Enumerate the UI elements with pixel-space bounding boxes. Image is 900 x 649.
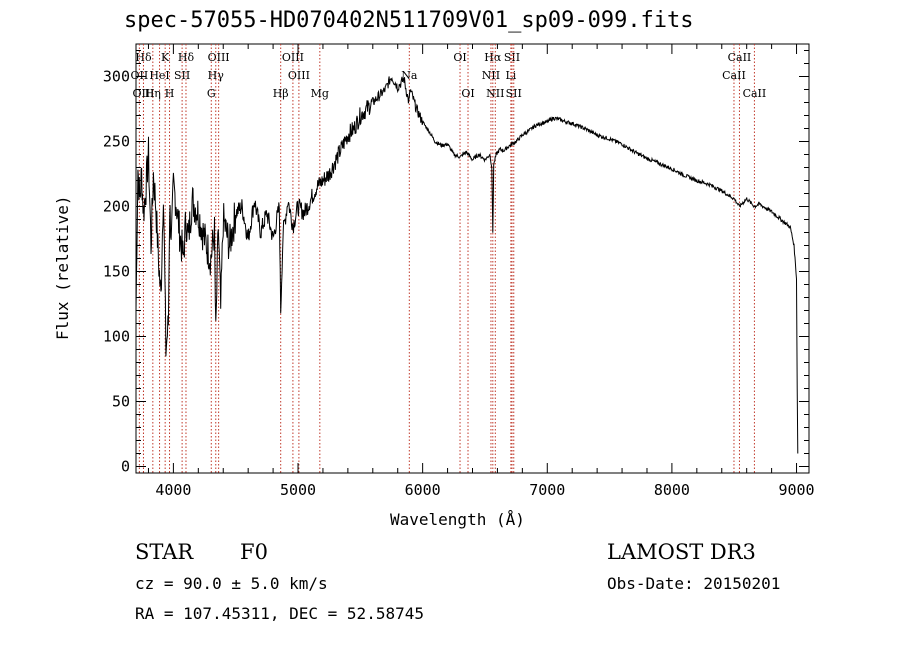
x-tick-label: 7000 bbox=[529, 481, 565, 499]
line-label: Hη bbox=[145, 87, 161, 100]
line-label: Mg bbox=[311, 87, 329, 100]
line-label: NII bbox=[482, 69, 500, 82]
survey-name: LAMOST DR3 bbox=[607, 540, 756, 564]
line-label: CaII bbox=[743, 87, 767, 100]
spectral-subclass: F0 bbox=[240, 540, 268, 564]
line-label: Li bbox=[505, 69, 516, 82]
y-tick-label: 250 bbox=[103, 133, 130, 151]
line-label: OIII bbox=[132, 87, 154, 100]
line-label: OII bbox=[131, 69, 149, 82]
x-tick-label: 9000 bbox=[778, 481, 814, 499]
line-label: CaII bbox=[722, 69, 746, 82]
x-tick-label: 6000 bbox=[405, 481, 441, 499]
line-label: NII bbox=[486, 87, 504, 100]
spectrum-line bbox=[135, 76, 799, 454]
line-label: Hδ bbox=[178, 51, 195, 64]
y-tick-label: 150 bbox=[103, 263, 130, 281]
x-tick-label: 5000 bbox=[280, 481, 316, 499]
chart-title: spec-57055-HD070402N511709V01_sp09-099.f… bbox=[124, 8, 694, 33]
x-tick-label: 4000 bbox=[155, 481, 191, 499]
line-label: OI bbox=[461, 87, 474, 100]
y-tick-label: 100 bbox=[103, 328, 130, 346]
line-label: Hβ bbox=[273, 87, 289, 100]
line-label: OIII bbox=[282, 51, 304, 64]
line-label: SII bbox=[504, 51, 520, 64]
line-label: Na bbox=[401, 69, 418, 82]
y-tick-label: 300 bbox=[103, 68, 130, 86]
redshift-text: cz = 90.0 ± 5.0 km/s bbox=[135, 574, 328, 593]
line-label: HeI bbox=[149, 69, 169, 82]
y-tick-label: 200 bbox=[103, 198, 130, 216]
line-label: OI bbox=[453, 51, 466, 64]
coordinates: RA = 107.45311, DEC = 52.58745 bbox=[135, 604, 424, 623]
object-type: STAR bbox=[135, 540, 194, 564]
line-label: OIII bbox=[208, 51, 230, 64]
x-tick-label: 8000 bbox=[654, 481, 690, 499]
line-label: H bbox=[165, 87, 175, 100]
line-label: Hδ bbox=[135, 51, 152, 64]
line-label: G bbox=[207, 87, 216, 100]
line-label: SII bbox=[174, 69, 190, 82]
y-tick-label: 50 bbox=[112, 393, 130, 411]
plot-frame bbox=[135, 43, 810, 474]
line-label: Hα bbox=[484, 51, 502, 64]
y-tick-label: 0 bbox=[121, 458, 130, 476]
line-label: Hγ bbox=[208, 69, 225, 82]
obs-date: Obs-Date: 20150201 bbox=[607, 574, 781, 593]
line-label: OIII bbox=[288, 69, 310, 82]
y-axis-label: Flux (relative) bbox=[53, 195, 72, 341]
line-label: SII bbox=[506, 87, 522, 100]
line-label: CaII bbox=[728, 51, 752, 64]
x-axis-label: Wavelength (Å) bbox=[390, 510, 525, 529]
line-label: K bbox=[161, 51, 170, 64]
